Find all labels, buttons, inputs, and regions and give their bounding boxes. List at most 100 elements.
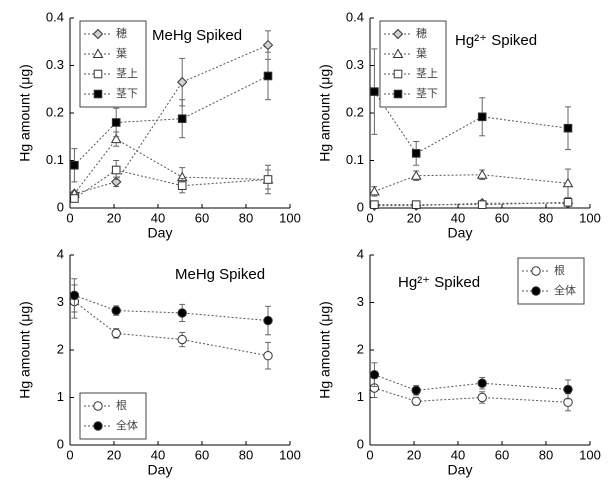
y-tick-label: 0.4 [46, 9, 64, 24]
data-point [411, 200, 421, 209]
y-tick-label: 0.4 [346, 9, 364, 24]
series-line [74, 301, 269, 357]
x-tick-label: 100 [279, 447, 301, 462]
chart-title: MeHg Spiked [152, 27, 242, 44]
legend-box [79, 20, 147, 108]
legend-box [79, 392, 147, 440]
legend-marker [92, 28, 104, 40]
data-point [369, 185, 380, 196]
x-tick-label: 40 [151, 210, 165, 225]
chart-title: Hg²⁺ Spiked [455, 32, 537, 49]
data-point [177, 181, 187, 190]
data-point [69, 290, 80, 301]
legend-marker [93, 401, 103, 411]
data-point [177, 114, 187, 124]
legend-label: 全体 [116, 418, 138, 432]
legend-marker [93, 421, 103, 431]
y-tick-label: 4 [57, 246, 64, 261]
data-point [476, 169, 488, 179]
y-tick-label: 1 [357, 389, 364, 404]
y-tick-label: 0.3 [346, 57, 364, 72]
x-tick-label: 0 [66, 447, 73, 462]
data-point [563, 384, 573, 395]
x-tick-label: 0 [366, 447, 373, 462]
data-point [562, 177, 574, 188]
data-point [370, 87, 379, 96]
x-axis-label: Day [148, 225, 173, 241]
series-line [374, 387, 569, 403]
legend-marker [531, 266, 541, 276]
series-line [374, 202, 568, 207]
data-point [563, 198, 573, 207]
y-axis-label: Hg amount (μg) [17, 64, 33, 162]
series-line [74, 138, 269, 195]
data-point [70, 194, 79, 203]
data-point [369, 370, 380, 380]
data-point [563, 123, 573, 133]
x-tick-label: 0 [66, 210, 73, 225]
data-point [411, 149, 421, 158]
y-tick-label: 1 [57, 389, 64, 404]
data-point [477, 112, 487, 122]
x-tick-label: 40 [451, 210, 465, 225]
legend-label: 茎上 [116, 67, 138, 80]
series-line [374, 201, 569, 206]
y-tick-label: 0.1 [46, 152, 64, 167]
y-tick-label: 4 [357, 246, 364, 261]
series-line [74, 169, 269, 199]
data-point [477, 378, 487, 388]
x-tick-label: 40 [451, 447, 465, 462]
x-tick-label: 20 [407, 447, 421, 462]
data-point [262, 39, 274, 51]
legend-box [517, 257, 585, 305]
series-line [74, 44, 269, 195]
legend-label: 葉 [116, 46, 127, 60]
y-tick-label: 3 [357, 294, 364, 309]
y-tick-label: 0.2 [46, 104, 64, 119]
data-point [477, 392, 487, 403]
y-axis-label: Hg amount (μg) [317, 301, 333, 399]
x-axis-label: Day [148, 462, 173, 478]
x-tick-label: 100 [579, 447, 601, 462]
data-point [370, 200, 379, 209]
data-point [411, 396, 421, 406]
data-point [110, 133, 122, 144]
legend-marker [93, 89, 103, 99]
y-axis-label: Hg amount (μg) [317, 64, 333, 162]
x-tick-label: 20 [107, 447, 121, 462]
series-line [374, 174, 569, 192]
x-axis-label: Day [448, 462, 473, 478]
x-tick-label: 0 [366, 210, 373, 225]
chart-title: Hg²⁺ Spiked [398, 274, 480, 291]
data-point [111, 165, 121, 175]
x-tick-label: 60 [495, 210, 509, 225]
legend-marker [531, 286, 541, 296]
x-tick-label: 100 [279, 210, 301, 225]
y-tick-label: 0.3 [46, 57, 64, 72]
legend-marker [92, 48, 104, 58]
data-point [263, 315, 273, 326]
legend-label: 茎上 [416, 67, 438, 80]
legend-label: 穂 [416, 26, 427, 40]
legend-label: 茎下 [116, 87, 138, 100]
y-tick-label: 2 [57, 341, 64, 356]
y-tick-label: 0.1 [346, 152, 364, 167]
y-axis-label: Hg amount (μg) [17, 301, 33, 399]
x-tick-label: 20 [407, 210, 421, 225]
x-tick-label: 80 [239, 210, 253, 225]
data-point [111, 305, 121, 316]
y-tick-label: 2 [357, 341, 364, 356]
y-tick-label: 0 [357, 436, 364, 451]
data-point [176, 76, 188, 88]
data-point [177, 308, 187, 318]
series-line [374, 374, 569, 391]
x-tick-label: 60 [195, 447, 209, 462]
y-tick-label: 0 [57, 436, 64, 451]
data-point [410, 170, 422, 180]
y-tick-label: 0 [57, 199, 64, 214]
y-tick-label: 0.2 [346, 104, 364, 119]
y-tick-label: 3 [57, 294, 64, 309]
y-tick-label: 0 [357, 199, 364, 214]
legend-label: 全体 [554, 283, 576, 297]
legend-marker [392, 28, 404, 40]
